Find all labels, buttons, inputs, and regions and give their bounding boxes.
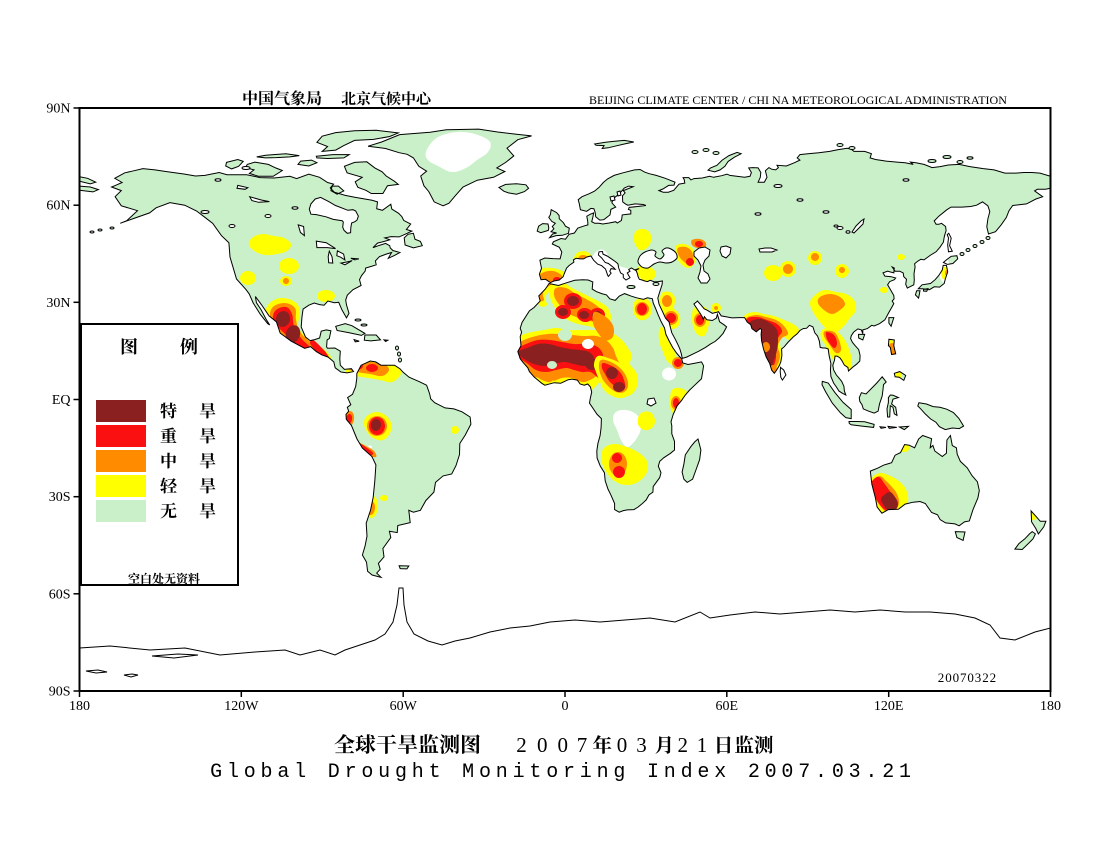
svg-text:120W: 120W xyxy=(224,699,259,714)
svg-text:2: 2 xyxy=(677,733,688,757)
svg-text:180: 180 xyxy=(69,699,90,714)
svg-text:7: 7 xyxy=(577,733,588,757)
svg-text:120E: 120E xyxy=(874,699,904,714)
svg-text:2: 2 xyxy=(516,733,527,757)
svg-text:60W: 60W xyxy=(390,699,418,714)
svg-text:90N: 90N xyxy=(46,102,70,117)
svg-text:1: 1 xyxy=(697,733,708,757)
svg-text:BEIJING CLIMATE CENTER / CHI N: BEIJING CLIMATE CENTER / CHI NA METEOROL… xyxy=(589,93,1007,107)
svg-text:180: 180 xyxy=(1040,699,1061,714)
svg-text:60N: 60N xyxy=(46,199,70,214)
svg-text:30S: 30S xyxy=(49,490,71,505)
svg-text:60E: 60E xyxy=(716,699,739,714)
svg-text:90S: 90S xyxy=(49,685,71,700)
svg-text:EQ: EQ xyxy=(52,393,71,408)
svg-text:30N: 30N xyxy=(46,296,70,311)
svg-text:0: 0 xyxy=(537,733,548,757)
svg-text:0: 0 xyxy=(617,733,628,757)
svg-text:60S: 60S xyxy=(49,587,71,602)
svg-text:Global Drought Monitoring Inde: Global Drought Monitoring Index 2007.03.… xyxy=(210,761,916,784)
svg-text:3: 3 xyxy=(636,733,647,757)
svg-text:20070322: 20070322 xyxy=(938,670,997,685)
svg-text:0: 0 xyxy=(562,699,569,714)
svg-text:0: 0 xyxy=(558,733,569,757)
